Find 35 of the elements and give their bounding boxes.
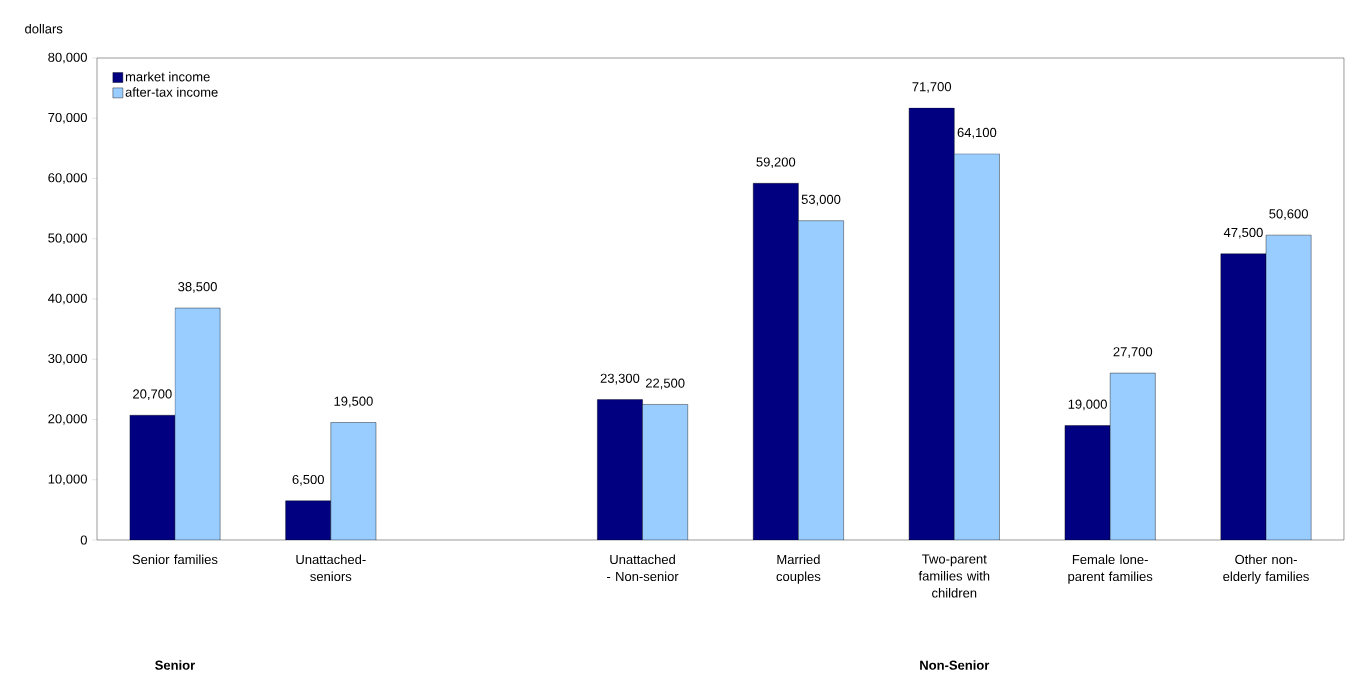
text: Senior	[155, 660, 195, 670]
data-label: 47,500	[1223, 227, 1263, 239]
data-label: 19,000	[1068, 399, 1107, 411]
legend-label: market income	[125, 71, 210, 82]
data-label: 53,000	[801, 194, 841, 206]
y-tick-label: 60,000	[48, 173, 87, 184]
data-label: 50,600	[1269, 209, 1308, 220]
data-label: 64,100	[957, 127, 997, 139]
x-tick-label: Unattached-seniors	[296, 554, 366, 582]
y-tick-label: 70,000	[48, 112, 87, 124]
y-tick-label: 50,000	[48, 233, 87, 245]
data-label: 27,700	[1113, 347, 1153, 358]
x-tick-label: Female lone-parent families	[1068, 554, 1153, 584]
x-tick-label: Senior families	[132, 554, 218, 565]
data-label: 23,300	[600, 373, 640, 385]
data-label: 71,700	[912, 82, 952, 93]
y-tick-label: 40,000	[48, 293, 87, 305]
data-label: 22,500	[645, 378, 685, 390]
y-tick-label: 0	[80, 535, 87, 545]
y-tick-label: 10,000	[48, 474, 87, 486]
x-tick-label: Other non-elderly families	[1223, 554, 1309, 584]
data-label: 6,500	[292, 474, 324, 486]
y-tick-label: 30,000	[48, 353, 87, 365]
x-tick-label: Married couples	[776, 554, 821, 584]
data-label: 19,500	[334, 396, 373, 408]
legend-label: after-tax income	[125, 87, 218, 97]
text: Non-Senior	[920, 660, 990, 670]
y-axis-title: dollars	[25, 23, 63, 34]
y-tick-label: 80,000	[48, 52, 87, 64]
data-label: 38,500	[178, 282, 217, 293]
x-tick-label: Unattached - Non-senior	[607, 554, 679, 582]
x-tick-label: Two-parent families with children	[918, 554, 990, 598]
data-label: 59,200	[756, 157, 796, 169]
y-tick-label: 20,000	[48, 414, 87, 425]
data-label: 20,700	[133, 389, 172, 401]
